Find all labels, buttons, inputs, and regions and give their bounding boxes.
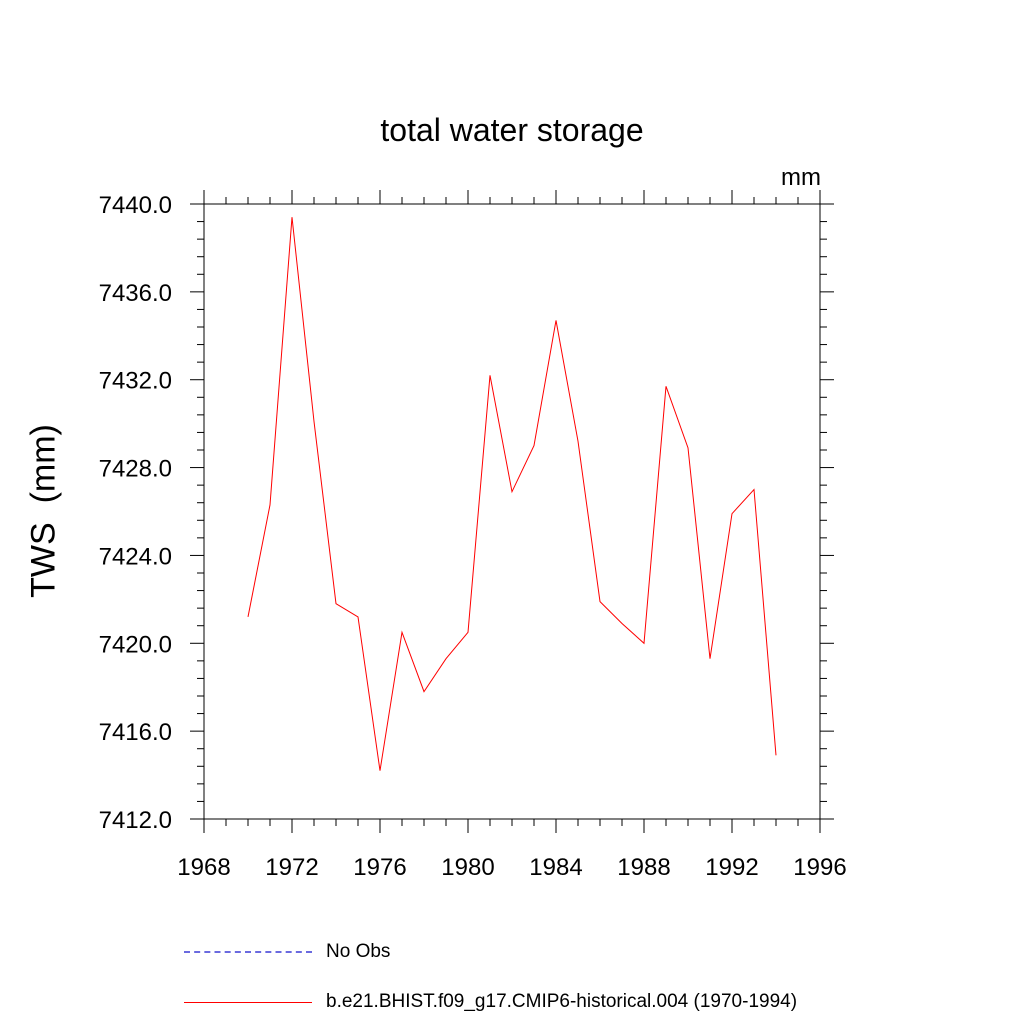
legend-label: No Obs [326,941,391,962]
y-tick-label: 7420.0 [99,631,172,658]
y-tick-label: 7428.0 [99,456,172,483]
x-tick-label: 1976 [353,854,406,881]
units-label: mm [781,164,821,191]
y-axis-label: TWS (mm) [24,424,63,598]
legend-swatch-solid [184,1001,312,1003]
series-line [247,217,777,771]
y-tick-label: 7440.0 [99,192,172,219]
chart-title: total water storage [380,112,644,148]
plot-frame [203,203,821,820]
legend-swatch-dashed [184,951,312,953]
y-tick-label: 7424.0 [99,543,172,570]
y-tick-label: 7436.0 [99,280,172,307]
y-tick-label: 7416.0 [99,719,172,746]
x-tick-label: 1984 [529,854,582,881]
y-tick-label: 7412.0 [99,807,172,834]
x-tick-label: 1988 [617,854,670,881]
legend-label: b.e21.BHIST.f09_g17.CMIP6-historical.004… [326,991,798,1012]
x-tick-label: 1980 [441,854,494,881]
x-tick-label: 1992 [705,854,758,881]
legend-item-model: b.e21.BHIST.f09_g17.CMIP6-historical.004… [184,988,797,1016]
legend-item-no-obs: No Obs [184,938,390,966]
y-tick-label: 7432.0 [99,368,172,395]
x-tick-label: 1972 [265,854,318,881]
x-tick-label: 1968 [177,854,230,881]
x-tick-label: 1996 [793,854,846,881]
